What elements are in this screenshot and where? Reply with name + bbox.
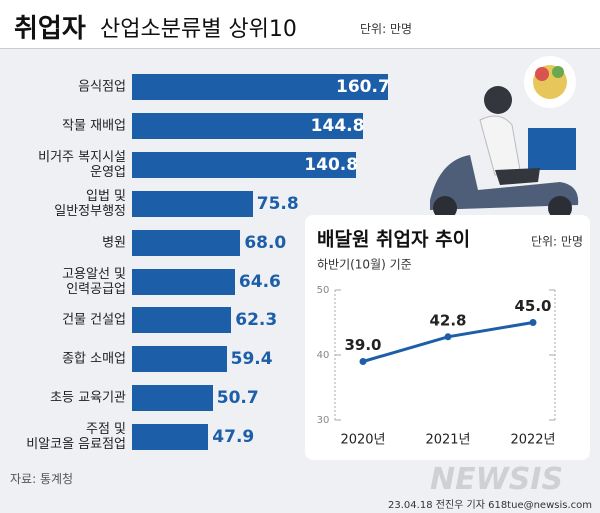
value-label: 160.7	[336, 77, 390, 97]
line-subtitle: 하반기(10월) 기준	[317, 258, 412, 272]
value-label: 45.0	[514, 297, 551, 315]
value-label: 42.8	[429, 311, 466, 329]
title: 취업자	[14, 14, 86, 44]
category-label: 주점 및 비알코올 음료점업	[26, 422, 126, 453]
category-label: 종합 소매업	[62, 351, 126, 367]
delivery-box	[528, 128, 576, 170]
unit: 단위: 만명	[360, 22, 413, 36]
category-label: 음식점업	[78, 79, 126, 95]
value-label: 64.6	[238, 271, 281, 292]
value-label: 68.0	[244, 232, 287, 253]
point	[444, 333, 452, 341]
bar	[132, 74, 388, 100]
value-label: 140.8	[304, 154, 359, 175]
bar	[132, 268, 235, 295]
bar	[132, 229, 241, 256]
wheel	[433, 196, 457, 220]
category-label: 고용알선 및 인력공급업	[62, 266, 126, 297]
y-tick-label: 30	[317, 415, 330, 426]
category-label: 초등 교육기관	[50, 390, 126, 406]
bar	[132, 424, 209, 451]
food	[552, 66, 564, 78]
bar	[132, 346, 227, 373]
value-label: 50.7	[216, 388, 259, 409]
value-label: 59.4	[230, 349, 273, 370]
wheel	[548, 196, 572, 220]
bar	[132, 190, 253, 217]
category-label: 비거주 복지시설 운영업	[38, 149, 126, 180]
x-tick-label: 2022년	[510, 433, 555, 448]
category-label: 작물 재배업	[62, 118, 126, 134]
y-tick-label: 50	[317, 285, 330, 296]
category-label: 건물 건설업	[62, 312, 126, 328]
line-unit: 단위: 만명	[531, 235, 583, 249]
food	[535, 67, 549, 81]
source: 자료: 통계청	[10, 472, 74, 486]
category-label: 입법 및 일반정부행정	[54, 188, 126, 219]
point	[359, 358, 367, 365]
value-label: 47.9	[212, 427, 255, 448]
value-label: 144.8	[310, 115, 365, 136]
bar	[132, 307, 232, 334]
bar	[132, 385, 213, 412]
subtitle: 산업소분류별 상위10	[100, 17, 297, 42]
header: 취업자 산업소분류별 상위10 단위: 만명	[0, 0, 600, 49]
bar	[132, 112, 363, 139]
value-label: 75.8	[256, 193, 299, 214]
category-label: 병원	[102, 235, 126, 251]
illustration	[430, 56, 579, 220]
rider-legs	[495, 168, 540, 185]
helmet	[484, 86, 512, 114]
line-chart: 배달원 취업자 추이 단위: 만명 하반기(10월) 기준 30 40 50 39.0…	[317, 229, 583, 448]
x-tick-label: 2020년	[340, 433, 385, 448]
bar	[132, 151, 357, 178]
credit: 23.04.18 전진우 기자 618tue@newsis.com	[388, 500, 592, 511]
x-tick-label: 2021년	[425, 433, 470, 448]
point	[529, 319, 537, 326]
line-title: 배달원 취업자 추이	[317, 229, 470, 251]
value-label: 39.0	[344, 336, 381, 354]
value-label: 62.3	[235, 310, 278, 331]
rider	[479, 115, 521, 176]
watermark: NEWSIS	[430, 462, 564, 497]
scooter	[430, 155, 579, 210]
y-tick-label: 40	[317, 350, 330, 361]
line-chart-panel: 배달원 취업자 추이 단위: 만명 하반기(10월) 기준 30 40 50 39.0…	[305, 215, 590, 460]
